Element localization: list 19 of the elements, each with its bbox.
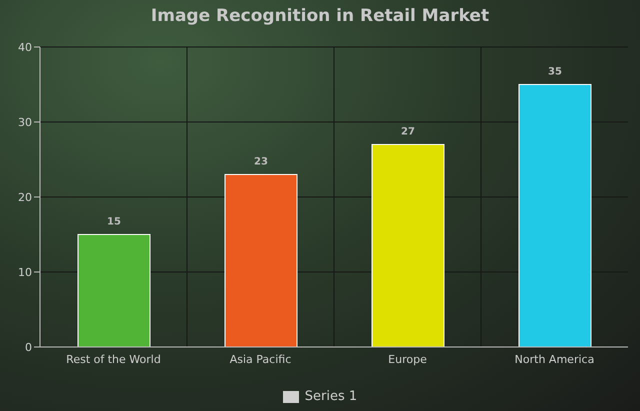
x-tick-label: Rest of the World (66, 352, 161, 366)
data-label: 15 (107, 216, 121, 228)
data-label: 27 (401, 126, 415, 138)
bar (518, 84, 592, 347)
y-tick-label: 20 (18, 190, 32, 204)
y-tick-label: 30 (18, 116, 32, 129)
y-tick-label: 10 (18, 266, 32, 279)
text: Series 1 (304, 389, 358, 404)
bar (224, 174, 298, 347)
data-label: 35 (548, 66, 562, 78)
bar (372, 144, 444, 347)
y-tick-label: 0 (25, 340, 32, 354)
x-tick-label: Asia Pacific (230, 352, 292, 366)
x-tick-label: North America (514, 352, 594, 366)
x-tick-label: Europe (388, 352, 428, 366)
y-tick-label: 40 (18, 40, 32, 54)
bar (78, 234, 150, 347)
chart-title: Image Recognition in Retail Market (150, 6, 490, 26)
data-label: 23 (254, 156, 268, 168)
